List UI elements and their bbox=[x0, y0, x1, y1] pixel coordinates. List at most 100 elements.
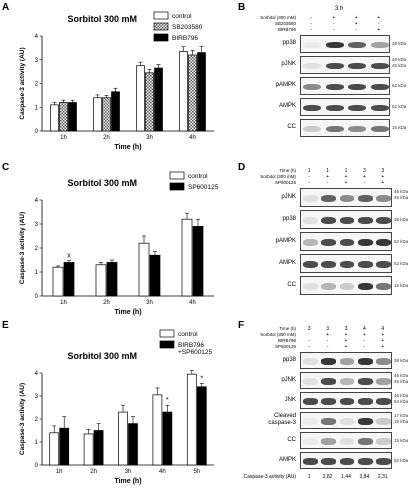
legend-label: control bbox=[178, 331, 198, 338]
blot-strip bbox=[300, 276, 392, 295]
blot-band bbox=[303, 125, 322, 133]
bar bbox=[152, 394, 163, 466]
kda-marker: 46 kDa bbox=[394, 189, 409, 194]
blot-band bbox=[339, 238, 355, 247]
blot-band bbox=[302, 260, 318, 269]
blot-strip bbox=[300, 56, 390, 74]
blot-band bbox=[302, 398, 318, 405]
blot-band bbox=[358, 378, 373, 385]
blot-band bbox=[376, 238, 391, 247]
treatment-sign: - bbox=[326, 180, 329, 186]
bar bbox=[136, 65, 145, 132]
blot-band bbox=[370, 62, 389, 70]
blot-band bbox=[339, 194, 355, 203]
panel-letter-a: A bbox=[2, 2, 10, 13]
kda-marker: 62 kDa bbox=[394, 457, 409, 463]
treatment-sign: - bbox=[326, 344, 329, 350]
blot-band bbox=[358, 216, 373, 225]
time-value: 4 bbox=[381, 326, 385, 332]
x-tick-label: 4h bbox=[189, 135, 196, 141]
treatment-sign: - bbox=[332, 27, 335, 33]
x-tick-label: 4h bbox=[159, 469, 166, 475]
blot-band bbox=[376, 438, 391, 445]
treatment-label: BIRB796 bbox=[277, 338, 296, 343]
blot-band bbox=[348, 83, 367, 91]
blot-strip bbox=[300, 77, 390, 95]
treatment-sign: - bbox=[308, 174, 311, 180]
blot-band bbox=[370, 125, 389, 133]
blot-band bbox=[325, 125, 344, 133]
blot-band bbox=[339, 438, 355, 445]
blot-band bbox=[348, 104, 367, 112]
blot-band bbox=[339, 458, 355, 465]
treatment-sign: - bbox=[308, 344, 311, 350]
legend-label: BIRB796 bbox=[172, 35, 198, 42]
y-tick-label: 3 bbox=[35, 394, 39, 400]
bar bbox=[111, 91, 120, 132]
chart-a: Sorbitol 300 mM 0 1 2 3 4 Caspase-3 activity (… bbox=[19, 11, 214, 151]
legend-label: +SP600125 bbox=[178, 349, 213, 356]
significance-marker: * bbox=[166, 397, 169, 404]
time-value: 1 bbox=[344, 168, 348, 174]
blot-band bbox=[321, 260, 336, 269]
y-tick-label: 3 bbox=[35, 58, 39, 64]
blot-band bbox=[339, 282, 355, 291]
blot-band bbox=[370, 41, 389, 49]
time-value: 3 bbox=[307, 326, 311, 332]
x-tick-label: 1h bbox=[60, 300, 67, 306]
x-axis-label: Time (h) bbox=[114, 144, 141, 151]
treatment-sign: + bbox=[362, 332, 366, 338]
bar bbox=[49, 432, 60, 466]
y-tick-label: 4 bbox=[35, 34, 39, 40]
blot-band bbox=[348, 62, 367, 70]
footer-value: 2,31 bbox=[377, 474, 388, 480]
kda-marker: 45 kDa bbox=[394, 379, 409, 384]
y-tick-label: 1 bbox=[35, 270, 39, 276]
chart-c: Sorbitol 300 mM 0 1 2 3 4 Caspase-3 activity (… bbox=[19, 171, 219, 316]
treatment-label: SB203580 bbox=[274, 21, 296, 26]
bar bbox=[63, 262, 75, 297]
blot-band bbox=[325, 83, 344, 91]
blot-band bbox=[321, 216, 336, 225]
kda-marker: 62 kDa bbox=[392, 104, 407, 109]
blot-row-label: AMPK bbox=[278, 103, 296, 109]
blot-row-label: pAMPK bbox=[275, 237, 296, 244]
legend-swatch bbox=[159, 340, 175, 349]
treatment-sign: + bbox=[344, 332, 348, 338]
kda-marker: 15 kDa bbox=[392, 125, 407, 130]
time-value: 3 bbox=[326, 326, 329, 332]
blot-row-label: AMPK bbox=[278, 456, 296, 463]
blot-band bbox=[302, 378, 318, 385]
blot-band bbox=[339, 260, 355, 269]
blot-band bbox=[303, 62, 322, 70]
blot-band bbox=[339, 378, 355, 385]
treatment-label: Sorbitol (300 mM) bbox=[260, 15, 296, 20]
legend-swatch bbox=[169, 171, 185, 180]
kda-marker: 62 kDa bbox=[392, 83, 407, 88]
x-tick-label: 3h bbox=[146, 300, 153, 306]
blot-band bbox=[358, 438, 373, 445]
kda-marker: 62 kDa bbox=[394, 260, 409, 266]
y-tick-label: 2 bbox=[35, 246, 39, 252]
blot-band bbox=[358, 238, 373, 247]
panel-letter-e: E bbox=[2, 320, 9, 331]
blot-band bbox=[376, 260, 391, 269]
bar bbox=[59, 102, 68, 132]
x-tick-label: 1h bbox=[56, 469, 63, 475]
treatment-sign: - bbox=[355, 27, 358, 33]
bar bbox=[186, 373, 197, 466]
treatment-label: SP600125 bbox=[274, 344, 296, 349]
blot-band bbox=[302, 438, 318, 445]
bar bbox=[68, 102, 77, 132]
kda-marker: 38 kDa bbox=[394, 216, 409, 222]
y-axis-label: Caspase-3 activity (AU) bbox=[19, 47, 26, 119]
y-tick-label: 1 bbox=[35, 440, 39, 446]
blot-band bbox=[376, 282, 391, 291]
blot-band bbox=[376, 378, 391, 385]
kda-marker: 15 kDa bbox=[394, 437, 409, 443]
treatment-label: SP600125 bbox=[274, 180, 296, 185]
blot-band bbox=[376, 418, 391, 425]
kda-marker: 62 kDa bbox=[394, 238, 409, 244]
kda-marker: 46 kDa bbox=[394, 373, 409, 378]
blot-strip bbox=[300, 210, 392, 229]
